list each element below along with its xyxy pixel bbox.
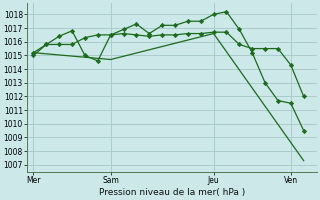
X-axis label: Pression niveau de la mer( hPa ): Pression niveau de la mer( hPa ) [99,188,245,197]
